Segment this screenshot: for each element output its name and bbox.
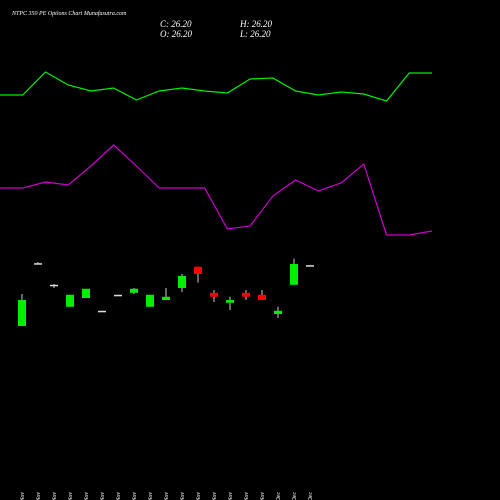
x-tick-label: 19 Nov	[148, 492, 154, 500]
candle-body	[34, 263, 42, 265]
candle-body	[226, 300, 234, 303]
x-tick-label: 07 Nov	[36, 492, 42, 500]
x-tick-label: 24 Nov	[195, 492, 202, 500]
x-tick-label: 04 Dec	[307, 492, 314, 500]
x-tick-label: 10 Nov	[52, 492, 58, 500]
x-tick-label: 03 Dec	[292, 492, 298, 500]
x-tick-label: 18 Nov	[132, 492, 138, 500]
candle-body	[242, 292, 250, 297]
candle-body	[306, 265, 314, 267]
close-label: C: 26.20	[160, 19, 192, 29]
candle-body	[210, 292, 218, 297]
indicator-line	[0, 71, 432, 102]
high-label: H: 26.20	[239, 19, 272, 29]
x-tick-label: 20 Nov	[164, 492, 170, 500]
candle-body	[82, 288, 90, 298]
candle-body	[114, 294, 122, 297]
candle-body	[18, 300, 26, 326]
candle-body	[290, 264, 298, 285]
indicator-line	[0, 144, 433, 236]
candle-body	[66, 294, 74, 307]
x-tick-label: 14 Nov	[99, 492, 106, 500]
x-tick-label: 21 Nov	[180, 492, 186, 500]
x-tick-label: 17 Nov	[116, 492, 122, 500]
x-tick-label: 25 Nov	[212, 492, 218, 500]
candle-body	[194, 266, 202, 274]
candle-body	[98, 310, 106, 313]
open-label: O: 26.20	[160, 29, 192, 39]
candle-body	[50, 284, 58, 287]
candle-body	[178, 276, 186, 288]
x-tick-label: 01 Dec	[276, 492, 282, 500]
candle-body	[130, 288, 138, 293]
x-tick-label: 26 Nov	[228, 492, 234, 500]
x-tick-label: 13 Nov	[84, 492, 90, 500]
x-tick-label: 27 Nov	[244, 492, 250, 500]
low-label: L: 26.20	[239, 29, 271, 39]
candle-body	[258, 294, 266, 300]
x-tick-label: 12 Nov	[68, 492, 74, 500]
candle-body	[274, 310, 282, 314]
x-tick-label: 04 Nov	[19, 492, 26, 500]
candle-body	[162, 296, 170, 300]
x-tick-label: 28 Nov	[260, 492, 266, 500]
chart-title: NTPC 350 PE Options Chart Munafasutra.co…	[11, 10, 127, 17]
candle-body	[146, 294, 154, 307]
